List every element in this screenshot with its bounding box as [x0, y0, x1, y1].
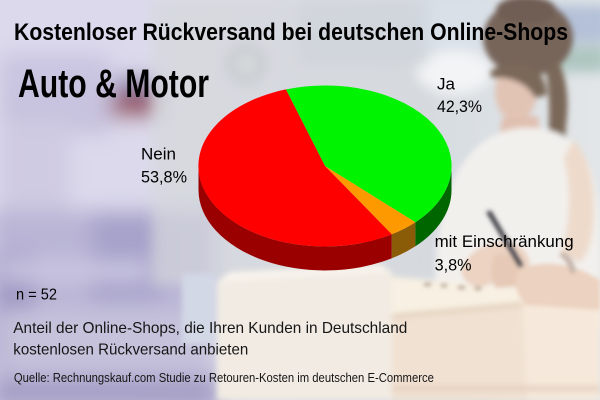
svg-text:Auto & Motor: Auto & Motor — [18, 62, 209, 106]
svg-text:n = 52: n = 52 — [16, 286, 57, 303]
svg-text:42,3%: 42,3% — [437, 97, 482, 116]
svg-text:Kostenloser Rückversand bei de: Kostenloser Rückversand bei deutschen On… — [14, 19, 568, 46]
svg-text:3,8%: 3,8% — [435, 256, 472, 275]
svg-text:53,8%: 53,8% — [141, 168, 187, 187]
svg-text:Quelle: Rechnungskauf.com Stud: Quelle: Rechnungskauf.com Studie zu Reto… — [14, 370, 434, 385]
svg-text:kostenlosen Rückversand anbiet: kostenlosen Rückversand anbieten — [13, 342, 248, 359]
svg-text:mit Einschränkung: mit Einschränkung — [435, 232, 574, 251]
svg-text:Nein: Nein — [141, 144, 176, 163]
svg-text:Anteil der Online-Shops, die I: Anteil der Online-Shops, die Ihren Kunde… — [13, 320, 407, 337]
svg-text:Ja: Ja — [437, 74, 456, 93]
